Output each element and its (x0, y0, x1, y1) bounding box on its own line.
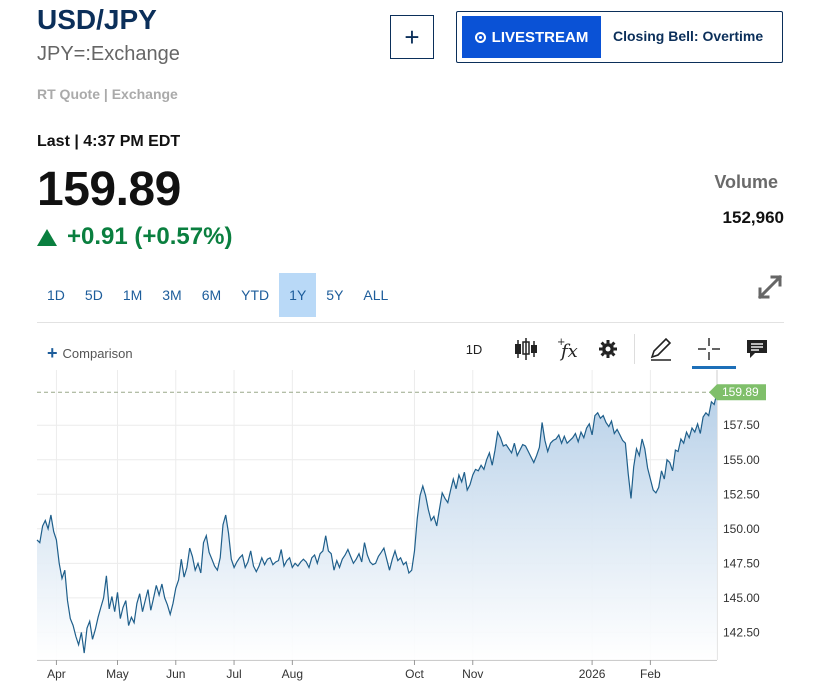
range-tab-5y[interactable]: 5Y (326, 287, 344, 303)
add-to-watchlist-button[interactable]: + (390, 15, 434, 59)
svg-text:fx: fx (559, 341, 578, 362)
price-change: +0.91 (+0.57%) (37, 223, 232, 251)
function-icon[interactable]: + fx (553, 336, 581, 362)
x-tick-label: Aug (282, 667, 303, 681)
plus-icon: + (404, 21, 420, 52)
x-tick-label: 2026 (579, 667, 606, 681)
x-tick-label: Jul (226, 667, 241, 681)
svg-text:+: + (557, 337, 565, 348)
range-tab-1d[interactable]: 1D (47, 287, 65, 303)
last-price: 159.89 (37, 163, 181, 216)
expand-icon[interactable] (756, 273, 784, 301)
pencil-icon[interactable] (647, 336, 675, 362)
range-tab-ytd[interactable]: YTD (241, 287, 270, 303)
x-tick-label: Nov (462, 667, 483, 681)
y-tick-label: 152.50 (723, 487, 760, 501)
x-tick-label: Oct (405, 667, 424, 681)
y-tick-label: 147.50 (723, 556, 760, 570)
y-tick-label: 150.00 (723, 522, 760, 536)
crosshair-active-indicator (692, 366, 736, 369)
x-tick-label: Feb (640, 667, 661, 681)
x-tick-label: Jun (166, 667, 185, 681)
toolbar-divider (37, 322, 784, 323)
range-tab-1m[interactable]: 1M (122, 287, 143, 303)
last-trade-time: Last | 4:37 PM EDT (37, 133, 181, 150)
range-tab-all[interactable]: ALL (363, 287, 389, 303)
range-tab-3m[interactable]: 3M (162, 287, 182, 303)
livestream-banner[interactable]: LIVESTREAM Closing Bell: Overtime (456, 11, 783, 63)
y-tick-label: 145.00 (723, 591, 760, 605)
last-price-badge: 159.89 (709, 384, 766, 401)
live-radio-icon (474, 31, 486, 43)
quote-type-label: RT Quote | Exchange (37, 86, 178, 102)
price-chart[interactable]: 159.89 142.50 145.00 147.50 150.00 152.50 155… (0, 370, 824, 691)
last-price-badge-label: 159.89 (722, 385, 759, 399)
interval-selector[interactable]: 1D (465, 341, 483, 357)
comment-icon[interactable] (743, 336, 771, 362)
livestream-label: LIVESTREAM (491, 28, 589, 46)
range-tab-6m[interactable]: 6M (201, 287, 222, 303)
symbol-title: USD/JPY (37, 4, 157, 35)
x-tick-label: Apr (47, 667, 66, 681)
y-tick-label: 157.50 (723, 418, 760, 432)
exchange-subtitle: JPY=:Exchange (37, 43, 180, 65)
up-arrow-icon (37, 228, 57, 246)
livestream-show-name[interactable]: Closing Bell: Overtime (613, 28, 764, 44)
price-area (37, 392, 717, 660)
volume-label: Volume (714, 172, 778, 192)
price-line (36, 392, 718, 654)
comparison-label: Comparison (62, 346, 133, 361)
x-tick-label: May (106, 667, 129, 681)
last-price-badge-shape (709, 384, 766, 401)
range-tab-1y[interactable]: 1Y (279, 273, 317, 317)
y-tick-label: 142.50 (723, 625, 760, 639)
y-tick-label: 155.00 (723, 453, 760, 467)
plus-icon: + (47, 343, 58, 363)
volume-value: 152,960 (722, 208, 784, 227)
crosshair-icon[interactable] (695, 336, 723, 362)
candlestick-icon[interactable] (512, 336, 540, 362)
comparison-button[interactable]: + Comparison (47, 343, 133, 364)
price-change-value: +0.91 (+0.57%) (67, 223, 233, 250)
livestream-button[interactable]: LIVESTREAM (462, 16, 601, 58)
toolbar-separator (634, 334, 635, 364)
gear-icon[interactable] (594, 336, 622, 362)
range-tab-5d[interactable]: 5D (84, 287, 103, 303)
time-range-tabs: 1D 5D 1M 3M 6M YTD 1Y 5Y ALL (37, 273, 398, 317)
